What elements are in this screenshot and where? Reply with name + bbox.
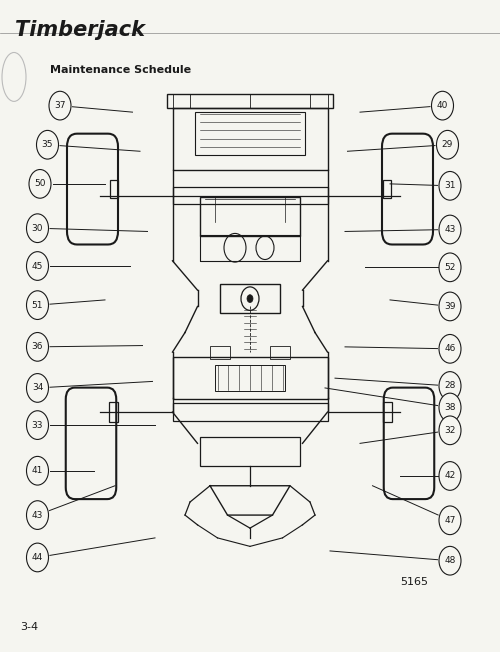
Bar [172, 188, 328, 203]
Text: 39: 39 [444, 302, 456, 311]
Text: 28: 28 [444, 381, 456, 391]
Bar [195, 112, 305, 155]
Text: 43: 43 [444, 225, 456, 234]
Text: 3-4: 3-4 [20, 622, 38, 632]
Text: 46: 46 [444, 344, 456, 353]
Bar [382, 180, 390, 198]
Circle shape [436, 130, 458, 159]
Text: 47: 47 [444, 516, 456, 525]
Bar [200, 197, 300, 236]
Circle shape [439, 215, 461, 244]
Circle shape [439, 334, 461, 363]
Circle shape [26, 214, 48, 243]
Circle shape [439, 292, 461, 321]
Text: 43: 43 [32, 511, 43, 520]
Text: 31: 31 [444, 181, 456, 190]
Bar [215, 365, 285, 391]
Text: 33: 33 [32, 421, 44, 430]
Circle shape [432, 91, 454, 120]
Text: 29: 29 [442, 140, 453, 149]
Circle shape [439, 171, 461, 200]
Text: 38: 38 [444, 403, 456, 412]
Circle shape [439, 546, 461, 575]
Text: 32: 32 [444, 426, 456, 435]
Text: 48: 48 [444, 556, 456, 565]
Circle shape [36, 130, 59, 159]
Circle shape [439, 462, 461, 490]
Circle shape [439, 506, 461, 535]
Text: Maintenance Schedule: Maintenance Schedule [50, 65, 191, 76]
Text: 30: 30 [32, 224, 44, 233]
Bar [108, 402, 118, 422]
Bar [172, 357, 328, 399]
Text: 34: 34 [32, 383, 43, 393]
Text: 45: 45 [32, 261, 43, 271]
Text: 5165: 5165 [400, 576, 428, 587]
Bar [200, 235, 300, 261]
Circle shape [439, 253, 461, 282]
Bar [168, 94, 332, 108]
Bar [270, 346, 290, 359]
Circle shape [26, 374, 48, 402]
Text: 41: 41 [32, 466, 43, 475]
Text: Timberjack: Timberjack [15, 20, 145, 40]
Bar [200, 437, 300, 466]
Text: 42: 42 [444, 471, 456, 481]
Circle shape [26, 252, 48, 280]
Bar [110, 180, 118, 198]
Circle shape [26, 543, 48, 572]
Circle shape [26, 411, 48, 439]
Text: 50: 50 [34, 179, 46, 188]
Bar [210, 346, 230, 359]
Bar [382, 402, 392, 422]
Circle shape [26, 501, 48, 529]
Text: 52: 52 [444, 263, 456, 272]
Text: 36: 36 [32, 342, 44, 351]
Circle shape [439, 372, 461, 400]
Circle shape [49, 91, 71, 120]
Bar [220, 284, 280, 313]
Text: 37: 37 [54, 101, 66, 110]
Circle shape [29, 170, 51, 198]
Circle shape [26, 291, 48, 319]
Bar [172, 403, 328, 421]
Circle shape [26, 333, 48, 361]
Circle shape [439, 416, 461, 445]
Text: 35: 35 [42, 140, 53, 149]
Circle shape [247, 295, 253, 303]
Circle shape [439, 393, 461, 422]
Circle shape [26, 456, 48, 485]
Text: 51: 51 [32, 301, 44, 310]
Text: 44: 44 [32, 553, 43, 562]
Text: 40: 40 [437, 101, 448, 110]
